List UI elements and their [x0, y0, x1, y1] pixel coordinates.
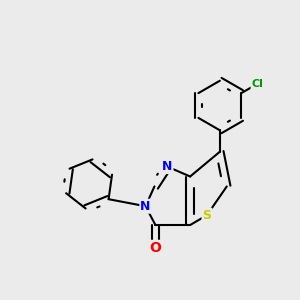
Text: N: N [140, 200, 151, 213]
Text: N: N [162, 160, 172, 173]
Text: O: O [149, 241, 161, 255]
Text: S: S [202, 208, 211, 222]
Text: Cl: Cl [251, 79, 263, 89]
